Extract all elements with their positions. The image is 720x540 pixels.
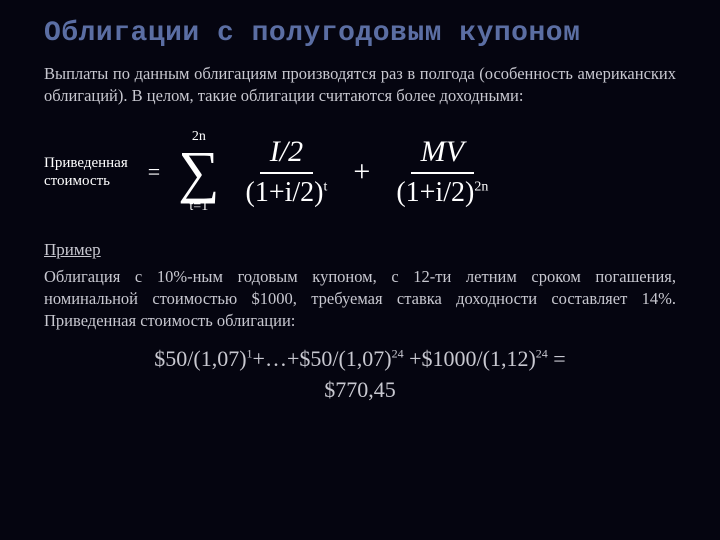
slide: Облигации с полугодовым купоном Выплаты … bbox=[0, 0, 720, 540]
term2-numerator: MV bbox=[411, 135, 474, 174]
sum-lower: t=1 bbox=[189, 200, 208, 214]
formula: Приведенная стоимость = 2n ∑ t=1 I/2 (1+… bbox=[44, 130, 676, 214]
calc-exp3: 24 bbox=[536, 346, 548, 360]
calc-exp2: 24 bbox=[392, 346, 404, 360]
calc-part-b: +…+$50/(1,07) bbox=[253, 346, 392, 371]
summation: 2n ∑ t=1 bbox=[178, 130, 219, 214]
calculation: $50/(1,07)1+…+$50/(1,07)24 +$1000/(1,12)… bbox=[44, 343, 676, 407]
calc-result: $770,45 bbox=[324, 377, 396, 402]
term1-numerator: I/2 bbox=[260, 135, 313, 174]
calc-part-a: $50/(1,07) bbox=[154, 346, 246, 371]
pv-label-line1: Приведенная bbox=[44, 155, 128, 171]
term1-denominator: (1+i/2)t bbox=[238, 174, 336, 209]
example-heading: Пример bbox=[44, 240, 676, 260]
sigma-icon: ∑ bbox=[178, 146, 219, 198]
pv-label: Приведенная стоимость bbox=[44, 154, 130, 190]
example-paragraph: Облигация с 10%-ным годовым купоном, с 1… bbox=[44, 266, 676, 333]
plus-sign: + bbox=[353, 155, 370, 189]
calc-part-c: +$1000/(1,12) bbox=[404, 346, 536, 371]
fraction-term2: MV (1+i/2)2n bbox=[388, 135, 496, 209]
slide-title: Облигации с полугодовым купоном bbox=[44, 18, 676, 49]
intro-paragraph: Выплаты по данным облигациям производятс… bbox=[44, 63, 676, 108]
calc-part-d: = bbox=[548, 346, 566, 371]
equals-sign: = bbox=[148, 159, 160, 185]
pv-label-line2: стоимость bbox=[44, 173, 110, 189]
fraction-term1: I/2 (1+i/2)t bbox=[238, 135, 336, 209]
term2-denominator: (1+i/2)2n bbox=[388, 174, 496, 209]
